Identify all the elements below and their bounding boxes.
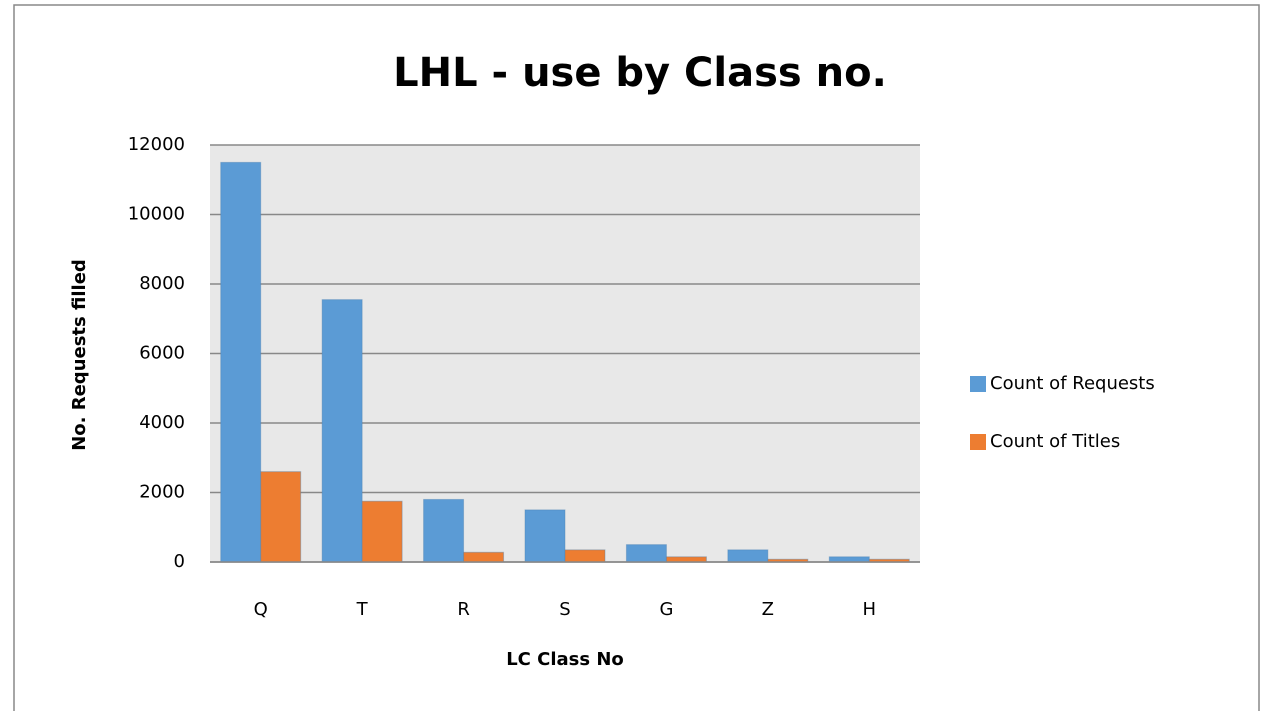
y-axis-title: No. Requests filled xyxy=(69,259,90,451)
bar xyxy=(463,551,505,563)
y-tick-label: 4000 xyxy=(139,412,185,433)
x-tick-label: H xyxy=(863,599,877,620)
legend-label: Count of Requests xyxy=(990,373,1155,394)
bar xyxy=(361,500,403,563)
bar xyxy=(727,549,769,563)
x-tick-label: Q xyxy=(254,599,268,620)
x-tick-label: T xyxy=(356,599,369,620)
y-tick-label: 0 xyxy=(174,551,185,572)
bar xyxy=(524,509,566,563)
x-tick-label: S xyxy=(559,599,570,620)
bar xyxy=(321,299,363,563)
legend-swatch xyxy=(970,434,986,450)
x-tick-label: G xyxy=(659,599,673,620)
y-tick-label: 12000 xyxy=(128,134,185,155)
x-axis-title: LC Class No xyxy=(506,649,624,670)
bar xyxy=(564,549,606,563)
y-tick-label: 6000 xyxy=(139,343,185,364)
y-tick-label: 2000 xyxy=(139,482,185,503)
bar xyxy=(260,471,302,563)
legend-label: Count of Titles xyxy=(990,431,1120,452)
x-tick-label: R xyxy=(457,599,470,620)
legend-swatch xyxy=(970,376,986,392)
bar xyxy=(828,556,870,563)
bar xyxy=(220,161,262,563)
bar xyxy=(665,556,707,563)
chart-title: LHL - use by Class no. xyxy=(393,50,887,96)
y-tick-label: 10000 xyxy=(128,204,185,225)
bar xyxy=(423,498,465,563)
y-tick-label: 8000 xyxy=(139,273,185,294)
x-tick-label: Z xyxy=(762,599,774,620)
bar xyxy=(625,544,667,563)
